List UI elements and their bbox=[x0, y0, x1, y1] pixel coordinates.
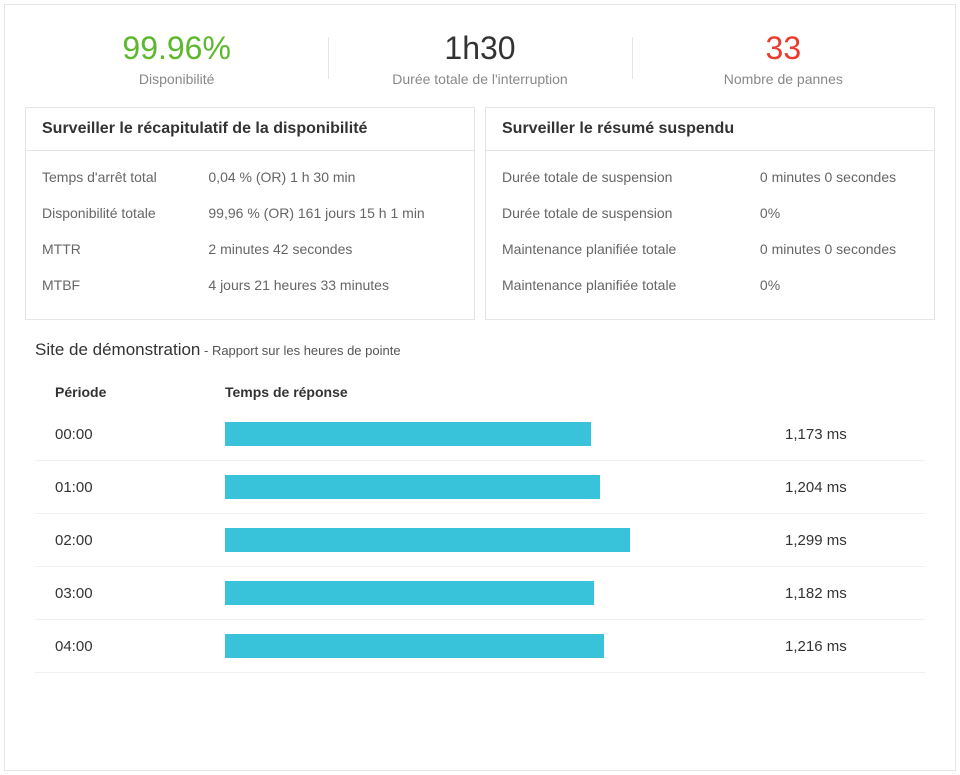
report-row: 03:00 1,182 ms bbox=[35, 567, 925, 620]
summary-key: Durée totale de suspension bbox=[502, 169, 760, 185]
response-ms-cell: 1,182 ms bbox=[755, 585, 905, 602]
summary-key: Maintenance planifiée totale bbox=[502, 241, 760, 257]
summary-value: 0% bbox=[760, 277, 918, 293]
kpi-downtime: 1h30 Durée totale de l'interruption bbox=[328, 29, 631, 87]
kpi-value: 1h30 bbox=[328, 29, 631, 67]
summary-key: Maintenance planifiée totale bbox=[502, 277, 760, 293]
report-title: Site de démonstration - Rapport sur les … bbox=[35, 340, 925, 360]
period-cell: 00:00 bbox=[55, 426, 225, 443]
response-bar-track bbox=[225, 422, 755, 446]
col-header-response: Temps de réponse bbox=[225, 384, 755, 400]
col-header-period: Période bbox=[55, 384, 225, 400]
response-bar-fill bbox=[225, 581, 594, 605]
summary-row: Temps d'arrêt total0,04 % (OR) 1 h 30 mi… bbox=[42, 159, 458, 195]
response-bar-track bbox=[225, 528, 755, 552]
response-ms-cell: 1,216 ms bbox=[755, 638, 905, 655]
summary-panels: Surveiller le récapitulatif de la dispon… bbox=[5, 107, 955, 320]
report-row: 04:00 1,216 ms bbox=[35, 620, 925, 673]
summary-row: Maintenance planifiée totale0 minutes 0 … bbox=[502, 231, 918, 267]
summary-value: 0 minutes 0 secondes bbox=[760, 241, 918, 257]
period-cell: 04:00 bbox=[55, 638, 225, 655]
response-bar-fill bbox=[225, 528, 630, 552]
summary-value: 0,04 % (OR) 1 h 30 min bbox=[208, 169, 458, 185]
period-cell: 03:00 bbox=[55, 585, 225, 602]
panel-title: Surveiller le résumé suspendu bbox=[486, 108, 934, 151]
response-bar-track bbox=[225, 475, 755, 499]
response-ms-cell: 1,173 ms bbox=[755, 426, 905, 443]
kpi-availability: 99.96% Disponibilité bbox=[25, 29, 328, 87]
response-bar-fill bbox=[225, 634, 604, 658]
summary-key: MTBF bbox=[42, 277, 208, 293]
period-cell: 02:00 bbox=[55, 532, 225, 549]
summary-row: Maintenance planifiée totale0% bbox=[502, 267, 918, 303]
summary-key: MTTR bbox=[42, 241, 208, 257]
summary-row: Durée totale de suspension0% bbox=[502, 195, 918, 231]
summary-row: MTBF4 jours 21 heures 33 minutes bbox=[42, 267, 458, 303]
report-rows: 00:001,173 ms01:001,204 ms02:001,299 ms0… bbox=[35, 408, 925, 673]
kpi-label: Durée totale de l'interruption bbox=[328, 71, 631, 87]
response-ms-cell: 1,204 ms bbox=[755, 479, 905, 496]
availability-summary-panel: Surveiller le récapitulatif de la dispon… bbox=[25, 107, 475, 320]
peak-hours-report: Site de démonstration - Rapport sur les … bbox=[5, 320, 955, 673]
dashboard-container: 99.96% Disponibilité 1h30 Durée totale d… bbox=[4, 4, 956, 771]
kpi-outages: 33 Nombre de pannes bbox=[632, 29, 935, 87]
panel-body: Durée totale de suspension0 minutes 0 se… bbox=[486, 151, 934, 319]
response-bar-fill bbox=[225, 475, 600, 499]
summary-key: Temps d'arrêt total bbox=[42, 169, 208, 185]
report-row: 02:00 1,299 ms bbox=[35, 514, 925, 567]
report-row: 01:00 1,204 ms bbox=[35, 461, 925, 514]
suspended-summary-panel: Surveiller le résumé suspendu Durée tota… bbox=[485, 107, 935, 320]
summary-value: 4 jours 21 heures 33 minutes bbox=[208, 277, 458, 293]
response-bar-fill bbox=[225, 422, 591, 446]
kpi-value: 99.96% bbox=[25, 29, 328, 67]
summary-value: 2 minutes 42 secondes bbox=[208, 241, 458, 257]
report-subtitle: - Rapport sur les heures de pointe bbox=[200, 343, 400, 358]
summary-row: Durée totale de suspension0 minutes 0 se… bbox=[502, 159, 918, 195]
summary-key: Disponibilité totale bbox=[42, 205, 208, 221]
summary-key: Durée totale de suspension bbox=[502, 205, 760, 221]
panel-title: Surveiller le récapitulatif de la dispon… bbox=[26, 108, 474, 151]
col-header-ms bbox=[755, 384, 905, 400]
report-header-row: Période Temps de réponse bbox=[35, 376, 925, 408]
report-row: 00:00 1,173 ms bbox=[35, 408, 925, 461]
report-title-main: Site de démonstration bbox=[35, 340, 200, 359]
kpi-row: 99.96% Disponibilité 1h30 Durée totale d… bbox=[5, 29, 955, 107]
response-bar-track bbox=[225, 634, 755, 658]
summary-row: MTTR2 minutes 42 secondes bbox=[42, 231, 458, 267]
kpi-label: Disponibilité bbox=[25, 71, 328, 87]
kpi-label: Nombre de pannes bbox=[632, 71, 935, 87]
kpi-value: 33 bbox=[632, 29, 935, 67]
summary-value: 0% bbox=[760, 205, 918, 221]
summary-value: 99,96 % (OR) 161 jours 15 h 1 min bbox=[208, 205, 458, 221]
summary-value: 0 minutes 0 secondes bbox=[760, 169, 918, 185]
response-bar-track bbox=[225, 581, 755, 605]
response-ms-cell: 1,299 ms bbox=[755, 532, 905, 549]
panel-body: Temps d'arrêt total0,04 % (OR) 1 h 30 mi… bbox=[26, 151, 474, 319]
period-cell: 01:00 bbox=[55, 479, 225, 496]
summary-row: Disponibilité totale99,96 % (OR) 161 jou… bbox=[42, 195, 458, 231]
